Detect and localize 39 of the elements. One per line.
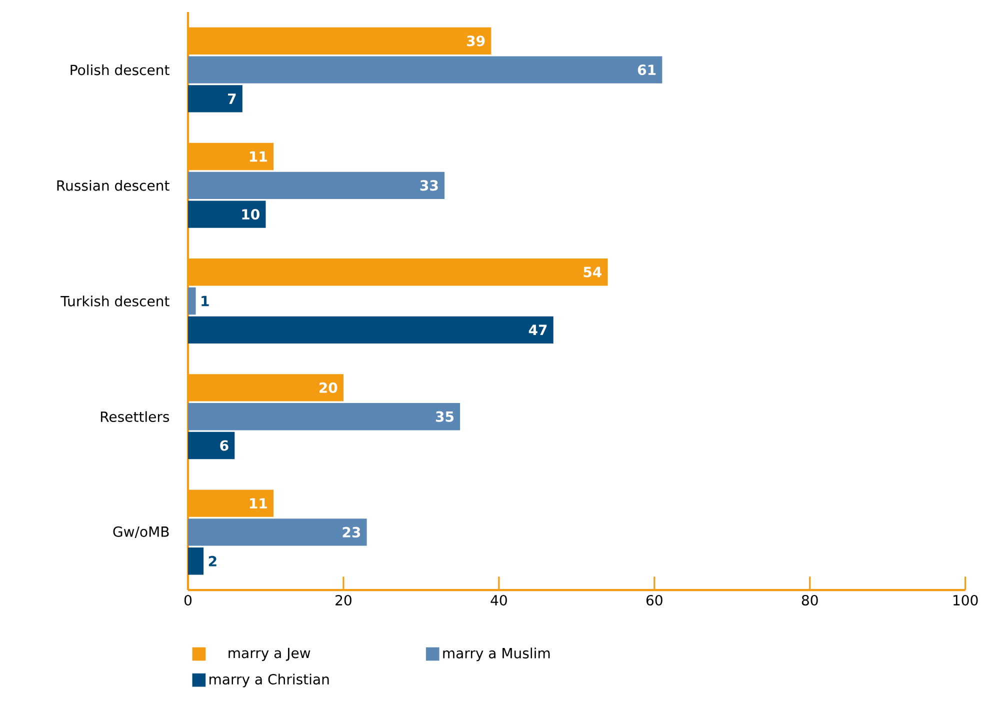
data-label: 20 [319,382,338,393]
bar [188,548,204,575]
bar [188,172,445,199]
bar [188,432,235,460]
x-tick-label: 80 [802,594,818,606]
y-tick-label: Gw/oMB [113,526,169,538]
legend-label: marry a Jew [228,648,310,661]
y-tick-label: Turkish descent [60,296,170,306]
bar [188,287,196,315]
bar [188,518,367,546]
y-tick-label: Resettlers [100,411,170,422]
legend-label: marry a Muslim [443,648,550,662]
bar [188,85,242,112]
data-label: 54 [584,266,602,278]
data-label: 7 [228,94,236,104]
data-label: 33 [420,180,438,191]
data-label: 35 [436,411,454,422]
data-label: 6 [220,440,228,451]
x-tick-label: 0 [184,594,192,606]
bar [188,56,662,84]
data-label: 23 [342,526,360,538]
data-label: 10 [242,209,260,220]
legend-label: marry a Christian [210,674,329,688]
data-label: 47 [528,324,547,336]
y-tick-label: Polish descent [70,64,170,76]
data-label: 61 [638,64,656,76]
data-label: 11 [250,498,267,508]
x-tick-label: 40 [490,594,507,606]
bar [188,403,460,430]
x-tick-label: 60 [646,594,662,606]
x-tick-label: 20 [336,594,352,606]
y-tick-label: Russian descent [57,180,170,191]
data-label: 1 [202,296,209,306]
bar [188,200,266,228]
data-label: 2 [208,556,216,566]
bar [188,316,554,344]
data-label: 11 [250,151,267,162]
x-tick-label: 100 [954,594,978,606]
data-label: 39 [467,36,485,46]
